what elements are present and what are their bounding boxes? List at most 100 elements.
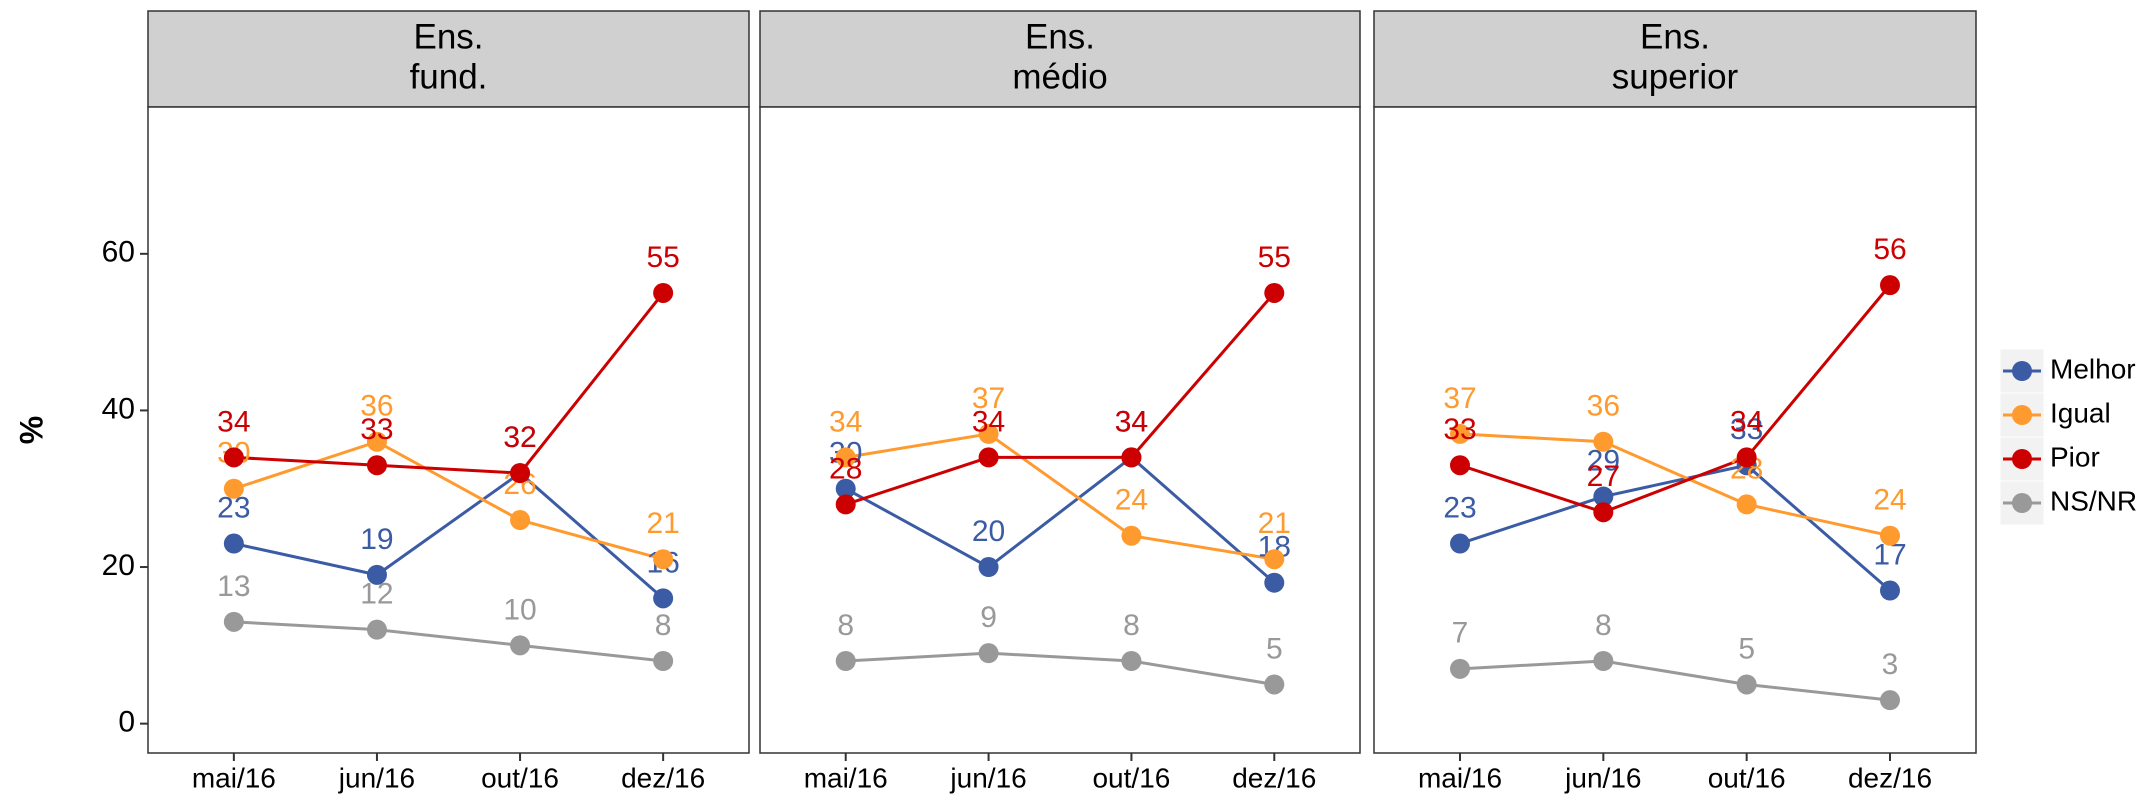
point — [1593, 431, 1614, 452]
point — [978, 447, 999, 468]
value-label: 8 — [655, 609, 672, 642]
legend-label: Igual — [2050, 397, 2111, 428]
value-label: 5 — [1738, 632, 1755, 665]
value-label: 34 — [972, 405, 1005, 438]
legend-marker — [2012, 493, 2032, 513]
x-tick-label: dez/16 — [1848, 762, 1932, 793]
point — [223, 447, 244, 468]
point — [223, 611, 244, 632]
point — [1450, 423, 1470, 444]
value-label: 21 — [646, 507, 679, 540]
panel — [759, 106, 1361, 754]
series-line — [1459, 432, 1891, 538]
legend-marker — [2012, 405, 2032, 425]
point — [1736, 674, 1757, 695]
point — [1593, 502, 1614, 523]
series-line — [233, 620, 664, 663]
y-tick-label: 60 — [102, 236, 135, 269]
value-label: 8 — [1123, 609, 1140, 642]
y-tick-label: 40 — [102, 392, 135, 425]
value-label: 19 — [360, 523, 393, 556]
facet-title: Ens. — [1640, 17, 1710, 56]
point — [223, 533, 244, 554]
series-line — [1459, 284, 1892, 514]
value-label: 36 — [360, 390, 393, 423]
point — [653, 282, 674, 303]
y-axis-title: % — [13, 416, 49, 444]
point — [1736, 494, 1757, 515]
facet-title: médio — [1012, 57, 1107, 96]
series-line — [844, 455, 1276, 584]
y-tick-label: 20 — [102, 549, 135, 582]
x-tick-label: jun/16 — [949, 762, 1026, 793]
facet-title: superior — [1612, 57, 1739, 96]
value-label: 5 — [1266, 632, 1283, 665]
value-label: 34 — [1730, 405, 1763, 438]
value-label: 24 — [1873, 484, 1906, 517]
x-tick-label: jun/16 — [1564, 762, 1641, 793]
x-tick-label: dez/16 — [1232, 762, 1316, 793]
series-line — [1459, 463, 1891, 592]
value-label: 55 — [646, 241, 679, 274]
value-label: 32 — [503, 421, 536, 454]
value-label: 20 — [972, 515, 1005, 548]
y-tick-label: 0 — [118, 706, 135, 739]
point — [1264, 674, 1285, 695]
facet-title: Ens. — [413, 17, 483, 56]
value-label: 36 — [1587, 390, 1620, 423]
point — [1593, 486, 1614, 507]
point — [835, 494, 856, 515]
point — [835, 478, 856, 499]
point — [366, 431, 387, 452]
point — [1450, 455, 1470, 476]
series-line — [845, 291, 1276, 506]
x-tick-label: out/16 — [1708, 762, 1786, 793]
value-label: 28 — [829, 452, 862, 485]
value-label: 23 — [1443, 491, 1476, 524]
point — [366, 455, 387, 476]
point — [1450, 658, 1470, 679]
x-tick-label: dez/16 — [621, 762, 705, 793]
value-label: 34 — [1115, 405, 1148, 438]
value-label: 13 — [217, 570, 250, 603]
x-tick-label: mai/16 — [1418, 762, 1502, 793]
point — [978, 643, 999, 664]
facet-title: fund. — [410, 57, 488, 96]
value-label: 7 — [1452, 617, 1469, 650]
point — [1450, 533, 1470, 554]
panel — [1373, 106, 1977, 754]
value-label: 56 — [1873, 233, 1906, 266]
legend-marker — [2012, 449, 2032, 469]
point — [1121, 525, 1142, 546]
point — [510, 463, 531, 484]
x-tick-label: jun/16 — [338, 762, 415, 793]
point — [835, 650, 856, 671]
point — [653, 588, 674, 609]
point — [1880, 580, 1900, 601]
value-label: 37 — [972, 382, 1005, 415]
series-line — [1459, 659, 1891, 702]
value-label: 34 — [829, 405, 862, 438]
x-tick-label: out/16 — [481, 762, 559, 793]
point — [1593, 650, 1614, 671]
value-label: 55 — [1258, 241, 1291, 274]
series-line — [845, 651, 1275, 686]
point — [978, 423, 999, 444]
strip — [759, 10, 1361, 108]
point — [653, 549, 674, 570]
legend-marker — [2012, 361, 2032, 381]
value-label: 33 — [1443, 413, 1476, 446]
facet-title: Ens. — [1025, 17, 1095, 56]
point — [510, 510, 531, 531]
series-line — [233, 292, 665, 475]
point — [1880, 275, 1900, 296]
point — [1121, 447, 1142, 468]
legend-label: NS/NR — [2050, 485, 2137, 516]
value-label: 8 — [1595, 609, 1612, 642]
x-tick-label: mai/16 — [192, 762, 276, 793]
legend-label: Melhor — [2050, 353, 2136, 384]
x-tick-label: out/16 — [1092, 762, 1170, 793]
point — [510, 635, 531, 656]
point — [223, 478, 244, 499]
